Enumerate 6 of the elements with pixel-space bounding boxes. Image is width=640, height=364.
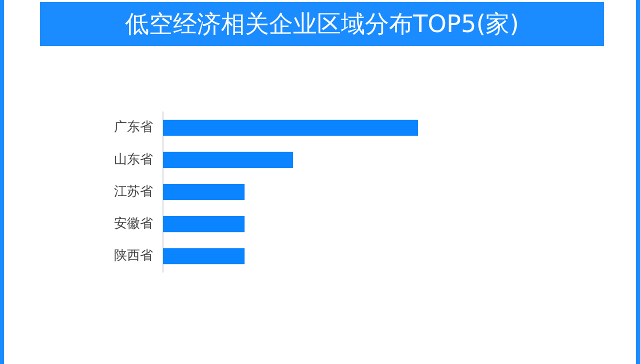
y-tick-label: 陕西省 bbox=[114, 248, 153, 264]
y-tick-label: 广东省 bbox=[114, 120, 153, 136]
y-tick-label: 山东省 bbox=[114, 152, 153, 168]
chart-title: 低空经济相关企业区域分布TOP5(家) bbox=[40, 2, 604, 46]
y-tick-label: 江苏省 bbox=[114, 184, 153, 200]
y-tick-label: 安徽省 bbox=[114, 215, 153, 232]
